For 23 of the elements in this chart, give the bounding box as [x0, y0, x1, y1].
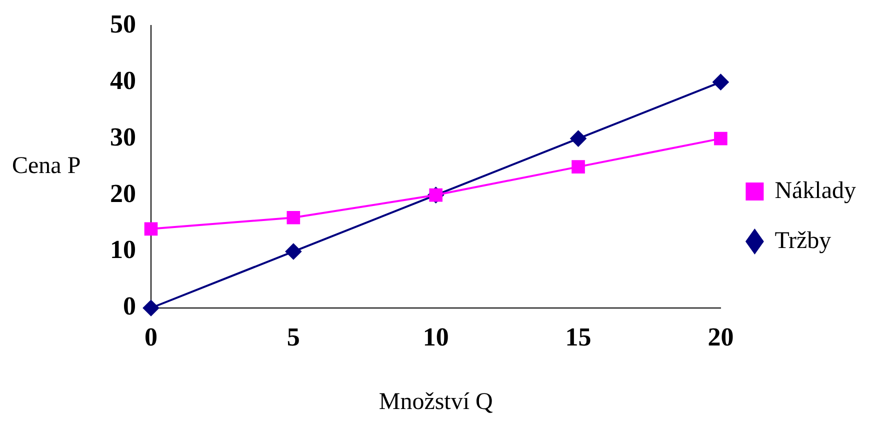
- y-tick-label: 40: [110, 66, 136, 95]
- point: [712, 74, 729, 90]
- y-tick-label: 10: [110, 235, 136, 264]
- point: [570, 130, 586, 147]
- x-axis-title: Množství Q: [378, 388, 493, 415]
- legend-label: Tržby: [774, 228, 832, 254]
- point: [285, 244, 302, 260]
- y-tick-label: 20: [110, 178, 136, 208]
- x-tick-label: 5: [286, 322, 300, 352]
- point: [286, 210, 300, 224]
- point: [144, 222, 158, 236]
- y-tick-label: 0: [123, 292, 136, 321]
- y-axis-title: Cena P: [12, 153, 81, 180]
- point: [143, 300, 159, 316]
- y-tick-label: 30: [110, 122, 136, 152]
- point: [714, 132, 728, 146]
- point: [572, 160, 585, 174]
- x-tick-label: 0: [144, 322, 158, 352]
- x-tick-label: 20: [708, 322, 734, 352]
- x-tick-label: 10: [422, 322, 449, 352]
- x-tick-label: 15: [565, 322, 592, 352]
- legend-label: Náklady: [774, 178, 856, 204]
- y-tick-label: 50: [110, 9, 136, 38]
